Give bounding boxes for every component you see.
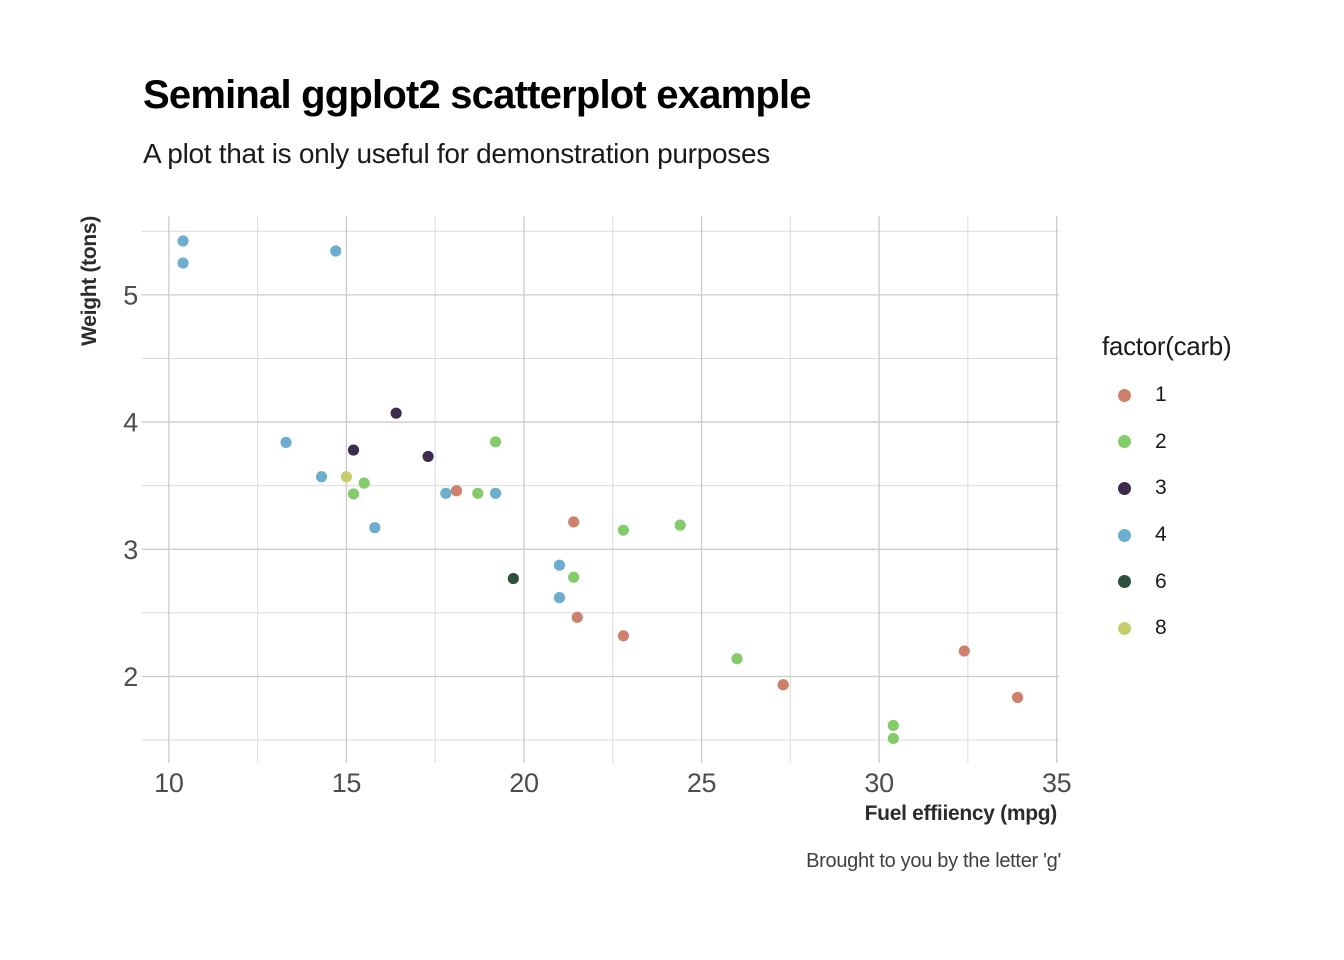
data-point-carb-4	[177, 257, 189, 269]
data-point-carb-2	[358, 477, 370, 489]
data-point-carb-2	[489, 436, 502, 448]
x-axis-title: Fuel effiiency (mpg)	[864, 802, 1058, 825]
x-tick-label: 30	[864, 768, 893, 798]
data-point-carb-2	[472, 487, 484, 499]
legend-label: 3	[1155, 476, 1167, 500]
plot-subtitle: A plot that is only useful for demonstra…	[143, 138, 770, 169]
y-tick-label: 3	[123, 535, 138, 565]
legend-label: 8	[1155, 616, 1167, 640]
data-point-carb-2	[731, 653, 743, 665]
legend-item-1: 1	[1102, 372, 1231, 419]
data-point-carb-4	[489, 487, 502, 499]
data-point-carb-1	[1011, 691, 1024, 704]
legend-item-6: 6	[1102, 558, 1231, 605]
y-tick-label: 5	[123, 280, 138, 310]
data-point-carb-4	[177, 235, 189, 247]
legend: factor(carb) 1 2 3 4 6 8	[1102, 330, 1232, 652]
y-tick-label: 4	[123, 408, 138, 438]
data-point-carb-1	[617, 630, 630, 642]
legend-label: 2	[1155, 429, 1167, 453]
x-tick-label: 35	[1042, 768, 1071, 798]
legend-title: factor(carb)	[1102, 331, 1232, 361]
data-point-carb-3	[347, 444, 360, 456]
legend-item-8: 8	[1102, 605, 1231, 652]
data-point-carb-2	[887, 732, 899, 745]
data-point-carb-4	[369, 522, 381, 534]
legend-key-dot-1	[1118, 388, 1131, 402]
legend-key-dot-4	[1118, 528, 1131, 542]
data-point-carb-4	[440, 487, 452, 499]
data-point-carb-4	[330, 245, 342, 257]
y-tick-label: 2	[123, 662, 138, 692]
data-point-carb-6	[507, 572, 519, 585]
x-tick-label: 15	[332, 768, 361, 798]
data-point-carb-1	[958, 645, 970, 657]
y-axis-title: Weight (tons)	[78, 216, 101, 346]
legend-key-dot-6	[1118, 575, 1131, 589]
data-point-carb-4	[553, 592, 566, 604]
x-tick-label: 20	[509, 768, 538, 798]
data-point-carb-2	[568, 571, 580, 583]
data-point-carb-1	[450, 485, 463, 497]
data-point-carb-1	[777, 679, 789, 691]
legend-label: 6	[1155, 569, 1167, 593]
data-point-carb-4	[553, 559, 566, 571]
data-point-carb-3	[390, 407, 402, 419]
data-point-carb-4	[280, 436, 292, 449]
x-tick-label: 10	[154, 768, 183, 798]
legend-label: 1	[1155, 383, 1167, 407]
data-point-carb-2	[887, 719, 899, 732]
legend-item-2: 2	[1102, 419, 1231, 466]
plot-caption: Brought to you by the letter 'g'	[806, 850, 1061, 872]
legend-key-dot-8	[1118, 621, 1131, 635]
data-point-carb-3	[422, 450, 434, 463]
legend-label: 4	[1155, 523, 1167, 547]
plot-title: Seminal ggplot2 scatterplot example	[143, 73, 812, 117]
legend-key-dot-3	[1118, 481, 1131, 495]
data-point-carb-2	[674, 519, 686, 531]
x-tick-label: 25	[687, 768, 716, 798]
data-point-carb-1	[568, 516, 580, 528]
data-point-carb-2	[347, 488, 360, 500]
legend-items: 1 2 3 4 6 8	[1102, 372, 1231, 652]
data-point-carb-8	[340, 471, 353, 483]
data-point-carb-2	[617, 524, 630, 536]
data-point-carb-1	[571, 611, 583, 623]
legend-key-dot-2	[1118, 435, 1131, 449]
data-point-carb-4	[315, 471, 328, 483]
legend-item-3: 3	[1102, 465, 1231, 512]
legend-item-4: 4	[1102, 512, 1231, 559]
